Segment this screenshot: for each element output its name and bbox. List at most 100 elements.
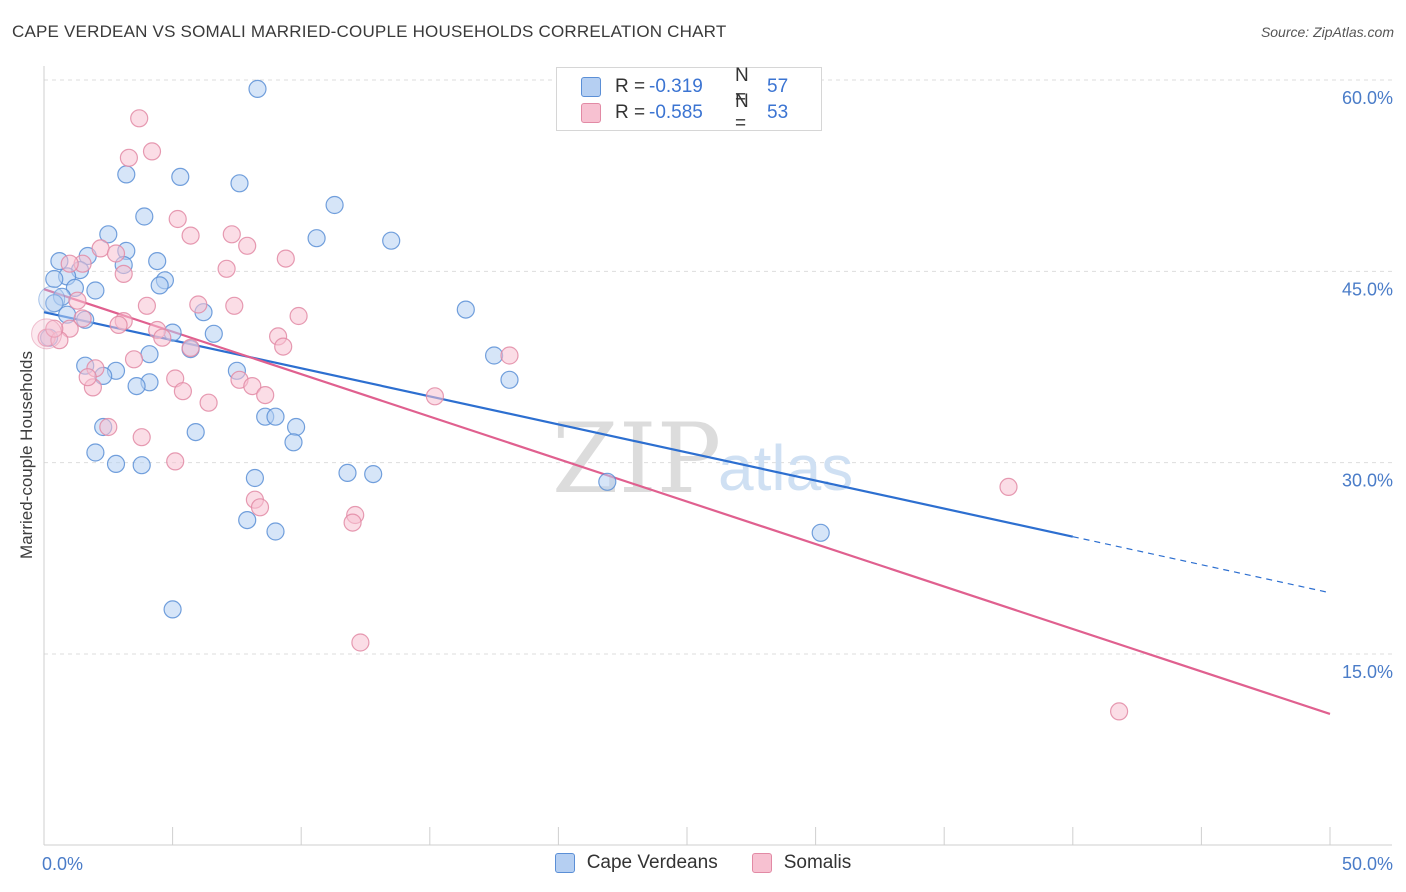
point-cape-verdean <box>307 229 326 248</box>
watermark-zip: ZIP <box>552 403 721 515</box>
point-somali <box>137 296 156 315</box>
point-somali <box>222 225 241 244</box>
point-cape-verdean <box>230 174 249 193</box>
n-value: 53 <box>767 102 789 123</box>
point-somali <box>189 295 208 314</box>
point-somali <box>166 452 185 471</box>
trend-lines <box>43 288 1331 715</box>
n-label: N = <box>735 91 749 134</box>
stats-legend: R = -0.319 N = 57 R = -0.585 N = 53 <box>556 65 822 134</box>
watermark-atlas: atlas <box>718 432 853 504</box>
point-somali <box>106 244 126 263</box>
point-cape-verdean <box>456 300 475 319</box>
point-somali <box>99 417 118 437</box>
point-somali <box>91 239 110 258</box>
point-cape-verdean <box>266 407 285 426</box>
x-tick-label: 50.0% <box>1342 854 1393 874</box>
chart-title: CAPE VERDEAN VS SOMALI MARRIED-COUPLE HO… <box>12 22 727 41</box>
y-tick-labels: 15.0% 30.0% 45.0% 60.0% <box>1342 88 1393 682</box>
point-cape-verdean <box>364 465 383 484</box>
point-cape-verdean <box>238 510 257 530</box>
point-cape-verdean <box>127 377 146 396</box>
y-tick-label: 60.0% <box>1342 88 1393 108</box>
point-cape-verdean <box>204 324 223 343</box>
point-somali <box>130 109 149 128</box>
point-somali <box>425 387 444 406</box>
n-label: N = <box>735 65 749 108</box>
point-somali <box>153 328 172 347</box>
point-cape-verdean <box>325 195 344 215</box>
point-cape-verdean <box>163 600 182 619</box>
grid-lines <box>44 79 1392 655</box>
point-somali <box>999 477 1018 496</box>
trend-line-cape-verdeans-extrapolated <box>1072 536 1331 594</box>
point-somali <box>68 291 87 310</box>
point-somali <box>217 259 236 278</box>
point-somali <box>168 209 187 229</box>
series-legend: Cape Verdeans Somalis <box>0 852 1406 874</box>
point-somali <box>351 633 370 652</box>
point-cape-verdean <box>99 225 118 244</box>
point-cape-verdean <box>598 472 617 491</box>
point-somali <box>31 318 63 350</box>
point-cape-verdean <box>171 167 190 186</box>
point-cape-verdean <box>266 522 285 541</box>
legend-swatch-pink <box>581 103 601 123</box>
legend-swatch-blue <box>581 77 601 97</box>
r-label: R = <box>615 76 646 97</box>
data-points <box>31 79 1129 721</box>
point-somali <box>73 309 92 328</box>
point-somali <box>181 338 200 357</box>
y-tick-label: 15.0% <box>1342 662 1393 682</box>
point-somali <box>343 513 362 532</box>
legend-item-somalis[interactable]: Somalis <box>751 852 852 874</box>
point-cape-verdean <box>45 269 64 289</box>
point-cape-verdean <box>86 281 105 300</box>
x-tick-label: 0.0% <box>42 854 83 874</box>
axes <box>43 66 1392 846</box>
point-somali <box>256 386 275 405</box>
x-tick-labels: 0.0% 50.0% <box>42 854 1393 874</box>
point-cape-verdean <box>117 165 136 184</box>
point-somali <box>109 315 128 334</box>
legend-row-somalis: R = -0.585 N = 53 <box>581 91 789 134</box>
r-label: R = <box>615 102 646 123</box>
n-value: 57 <box>767 76 789 97</box>
point-cape-verdean <box>140 345 159 364</box>
point-cape-verdean <box>86 443 105 462</box>
r-value: -0.585 <box>649 102 703 123</box>
point-somali <box>142 142 162 161</box>
point-somali <box>199 393 218 412</box>
point-somali <box>289 306 308 326</box>
y-tick-label: 45.0% <box>1342 279 1393 299</box>
legend-label: Cape Verdeans <box>586 852 718 873</box>
point-cape-verdean <box>132 456 151 475</box>
trend-line-cape-verdeans <box>43 311 1074 538</box>
point-somali <box>274 337 293 356</box>
point-cape-verdean <box>248 79 267 99</box>
point-somali <box>173 382 192 401</box>
point-cape-verdean <box>106 454 126 473</box>
point-somali <box>124 350 144 369</box>
point-somali <box>132 428 151 447</box>
point-somali <box>243 377 262 396</box>
legend-label: Somalis <box>783 852 852 873</box>
point-cape-verdean <box>485 346 504 365</box>
legend-swatch-pink <box>751 853 772 873</box>
point-cape-verdean <box>38 285 66 313</box>
point-cape-verdean <box>135 207 154 226</box>
point-somali <box>238 236 257 255</box>
point-cape-verdean <box>186 423 205 442</box>
point-somali <box>78 368 97 387</box>
point-somali <box>500 346 519 365</box>
r-value: -0.319 <box>649 76 703 97</box>
legend-item-cape-verdeans[interactable]: Cape Verdeans <box>554 852 718 874</box>
point-cape-verdean <box>382 231 401 250</box>
point-cape-verdean <box>284 433 303 452</box>
point-somali <box>250 498 270 517</box>
point-cape-verdean <box>287 417 306 437</box>
legend-row-cape-verdeans: R = -0.319 N = 57 <box>581 65 789 108</box>
trend-line-somalis <box>43 288 1331 715</box>
point-somali <box>276 249 295 268</box>
